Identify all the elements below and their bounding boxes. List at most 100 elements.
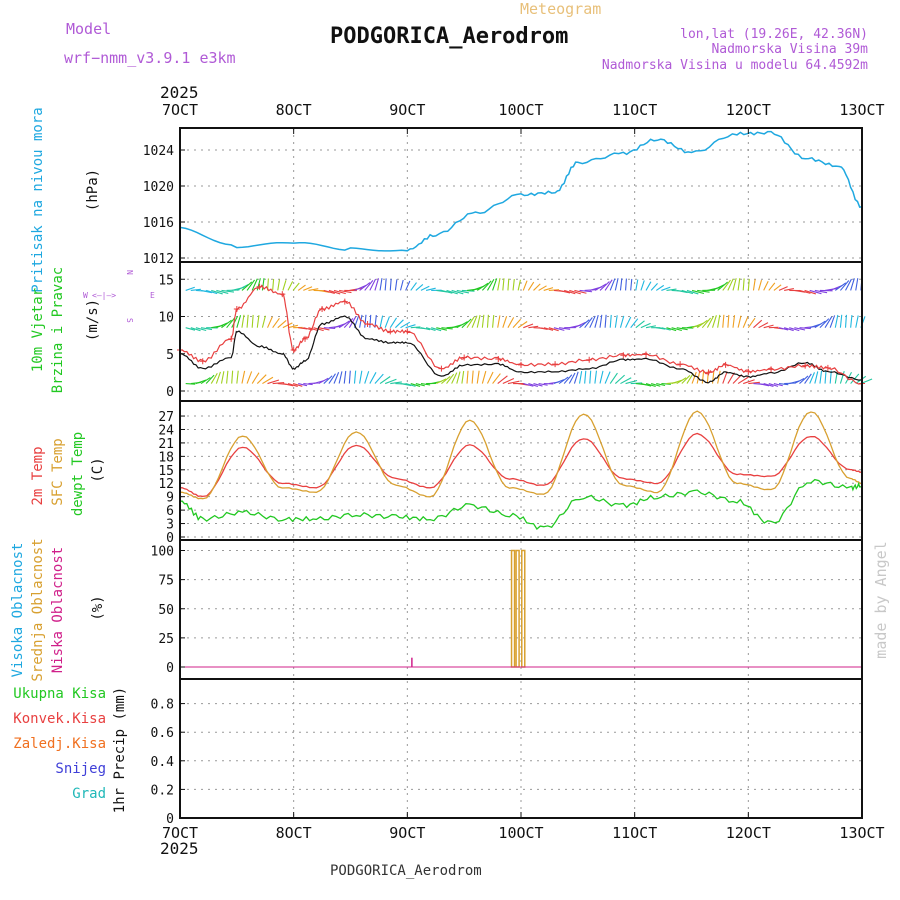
- wind-arrow: [584, 370, 587, 384]
- dewpt-label: dewpt Temp: [70, 432, 86, 516]
- wind-arrow: [410, 282, 417, 291]
- wind-arrow: [691, 322, 704, 329]
- gust-marker: [199, 358, 206, 365]
- wind-arrow: [850, 278, 855, 291]
- wind-arrow: [523, 383, 534, 387]
- panel-frame: [179, 678, 863, 819]
- wind-arrow: [441, 327, 453, 330]
- wind-arrow: [594, 370, 598, 384]
- wind-title-1: 10m Vjetar: [30, 288, 46, 372]
- wind-arrow: [369, 314, 372, 328]
- wind-arrow: [619, 278, 623, 291]
- wind-arrow: [318, 327, 330, 331]
- wind-arrow: [579, 289, 593, 293]
- wind-speed-line: [179, 315, 863, 384]
- wind-arrow: [671, 327, 682, 332]
- temp-unit: (C): [90, 457, 106, 482]
- wind-arrow: [778, 383, 789, 386]
- gust-marker: [643, 351, 650, 358]
- precip-total-label: Ukupna Kisa: [13, 686, 106, 702]
- wind-arrow: [599, 370, 604, 384]
- wind-arrow: [538, 383, 548, 386]
- dewpt-line: [180, 478, 863, 530]
- wind-arrow: [328, 373, 336, 384]
- wind-arrow: [614, 278, 619, 291]
- wind-arrow: [635, 279, 639, 291]
- wind-arrow: [492, 278, 498, 291]
- wind-arrow: [650, 383, 661, 387]
- wind-arrow: [548, 327, 559, 332]
- y-tick-label: 3: [166, 518, 174, 533]
- wind-arrow: [486, 314, 489, 328]
- lonlat-label: lon,lat (19.26E, 42.36N): [680, 27, 868, 42]
- wind-arrow: [527, 281, 535, 291]
- wind-arrow: [451, 289, 464, 295]
- wind-arrow: [819, 370, 823, 384]
- wind-arrow: [308, 288, 319, 291]
- wind-arrow: [205, 374, 215, 384]
- wind-arrow: [374, 373, 384, 384]
- wind-arrow: [185, 286, 195, 291]
- wind-arrow: [528, 383, 539, 388]
- x-date-label-top: 12OCT: [726, 101, 771, 119]
- wind-arrow: [303, 286, 313, 291]
- wind-arrow: [809, 372, 815, 384]
- wind-arrow: [829, 315, 836, 328]
- gust-marker: [705, 369, 712, 376]
- wind-arrow: [640, 383, 652, 387]
- wind-arrow: [650, 283, 658, 291]
- wind-arrow: [666, 327, 677, 332]
- wind-arrow: [215, 371, 221, 384]
- wind-arrow: [543, 327, 554, 331]
- y-tick-label: 15: [158, 464, 174, 479]
- pressure-title: Pritisak na nivou mora: [30, 107, 46, 292]
- wind-arrow: [379, 315, 384, 328]
- wind-arrow: [287, 383, 298, 387]
- wind-arrow: [717, 370, 721, 384]
- wind-arrow: [308, 327, 319, 332]
- wind-arrow: [384, 378, 397, 385]
- wind-arrow: [564, 289, 576, 295]
- wind-arrow: [645, 325, 657, 329]
- wind-arrow: [456, 289, 470, 294]
- wind-arrow: [405, 280, 411, 291]
- wind-arrow: [236, 315, 242, 328]
- wind-arrow: [272, 278, 275, 291]
- wind-arrow: [758, 322, 769, 329]
- wind-arrow: [574, 289, 587, 294]
- wind-arrow: [185, 383, 196, 385]
- wind-arrow: [323, 375, 333, 384]
- gust-marker: [341, 298, 348, 305]
- gust-marker: [233, 306, 240, 313]
- wind-arrow: [722, 314, 725, 328]
- wind-arrow: [578, 371, 583, 384]
- wind-arrow: [558, 376, 569, 384]
- wind-arrow: [420, 383, 431, 386]
- wind-arrow: [379, 376, 391, 385]
- wind-arrow: [656, 383, 666, 387]
- wind-arrow: [609, 372, 618, 384]
- wind-arrow: [645, 281, 652, 291]
- wind-arrow: [533, 383, 543, 387]
- x-date-label-top: 9OCT: [389, 101, 425, 119]
- wind-arrow: [251, 278, 258, 291]
- wind-arrow: [599, 314, 603, 328]
- wind-arrow: [763, 383, 774, 387]
- ticks-layer: 1012101610201024051015036912151821242702…: [143, 101, 885, 842]
- wind-arrow: [364, 371, 370, 384]
- gust-marker: [290, 347, 297, 354]
- y-tick-label: 25: [158, 632, 174, 647]
- wind-arrow: [471, 370, 474, 384]
- wind-arrow: [697, 289, 710, 293]
- wind-arrow: [727, 372, 735, 384]
- y-tick-label: 10: [158, 311, 174, 326]
- wind-arrow: [579, 319, 590, 329]
- wind-arrow: [727, 314, 730, 328]
- wind-arrow: [343, 318, 354, 329]
- wind-arrow: [748, 381, 760, 385]
- wind-arrow: [773, 284, 782, 291]
- wind-arrow: [476, 282, 489, 291]
- wind-arrow: [395, 319, 404, 329]
- gust-marker: [302, 335, 309, 342]
- wind-arrow: [502, 377, 515, 385]
